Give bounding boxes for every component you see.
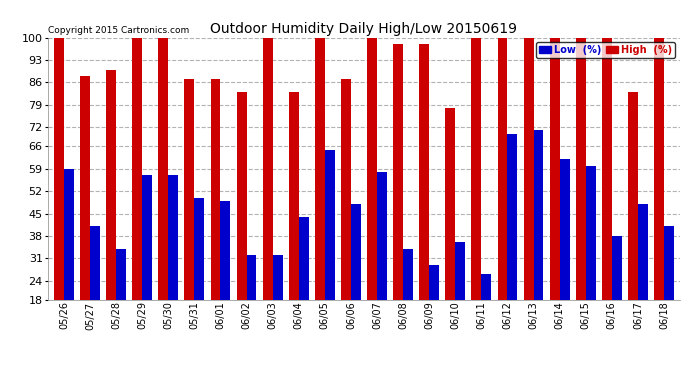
Bar bbox=[403, 249, 413, 300]
Bar bbox=[90, 226, 100, 300]
Bar bbox=[132, 38, 142, 300]
Bar bbox=[576, 38, 586, 300]
Bar bbox=[367, 38, 377, 300]
Bar bbox=[393, 44, 403, 300]
Bar bbox=[64, 169, 74, 300]
Title: Outdoor Humidity Daily High/Low 20150619: Outdoor Humidity Daily High/Low 20150619 bbox=[210, 22, 518, 36]
Bar bbox=[550, 38, 560, 300]
Bar bbox=[524, 38, 533, 300]
Bar bbox=[273, 255, 283, 300]
Bar bbox=[351, 204, 361, 300]
Bar bbox=[289, 92, 299, 300]
Bar bbox=[533, 130, 544, 300]
Bar bbox=[54, 38, 64, 300]
Bar bbox=[246, 255, 257, 300]
Bar bbox=[299, 217, 308, 300]
Bar bbox=[628, 92, 638, 300]
Bar bbox=[497, 38, 507, 300]
Bar bbox=[159, 38, 168, 300]
Bar bbox=[325, 150, 335, 300]
Bar bbox=[471, 38, 482, 300]
Bar bbox=[116, 249, 126, 300]
Bar bbox=[184, 79, 195, 300]
Bar bbox=[263, 38, 273, 300]
Bar bbox=[664, 226, 674, 300]
Bar bbox=[420, 44, 429, 300]
Bar bbox=[560, 159, 569, 300]
Bar bbox=[482, 274, 491, 300]
Bar bbox=[221, 201, 230, 300]
Text: Copyright 2015 Cartronics.com: Copyright 2015 Cartronics.com bbox=[48, 26, 190, 35]
Bar bbox=[602, 38, 612, 300]
Bar bbox=[455, 242, 465, 300]
Bar bbox=[315, 38, 325, 300]
Bar bbox=[507, 134, 518, 300]
Bar bbox=[612, 236, 622, 300]
Bar bbox=[195, 198, 204, 300]
Bar bbox=[210, 79, 221, 300]
Bar bbox=[142, 175, 152, 300]
Bar bbox=[654, 38, 664, 300]
Bar bbox=[106, 69, 116, 300]
Bar bbox=[429, 265, 439, 300]
Bar bbox=[237, 92, 246, 300]
Bar bbox=[377, 172, 387, 300]
Bar bbox=[638, 204, 648, 300]
Legend: Low  (%), High  (%): Low (%), High (%) bbox=[536, 42, 675, 58]
Bar bbox=[341, 79, 351, 300]
Bar bbox=[586, 165, 595, 300]
Bar bbox=[445, 108, 455, 300]
Bar bbox=[80, 76, 90, 300]
Bar bbox=[168, 175, 178, 300]
